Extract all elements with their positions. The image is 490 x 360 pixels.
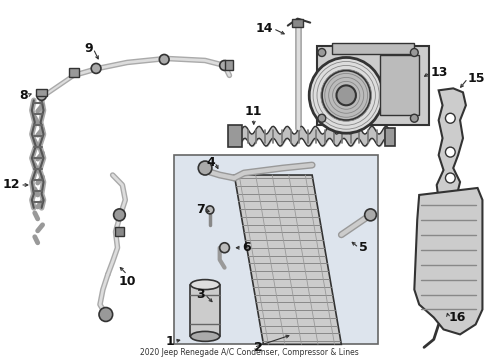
Text: 5: 5 [359, 241, 368, 254]
Circle shape [198, 161, 212, 175]
Polygon shape [415, 188, 483, 334]
Text: 13: 13 [431, 66, 448, 79]
Circle shape [337, 85, 356, 105]
Text: 4: 4 [206, 156, 215, 168]
Text: 8: 8 [19, 89, 28, 102]
Bar [115, 227, 124, 236]
Circle shape [220, 60, 229, 71]
Ellipse shape [191, 280, 220, 289]
Text: 16: 16 [448, 311, 466, 324]
Bar [69, 68, 78, 77]
Bar [191, 285, 220, 336]
Circle shape [445, 173, 455, 183]
Circle shape [445, 113, 455, 123]
Text: 11: 11 [245, 105, 263, 118]
FancyBboxPatch shape [174, 155, 378, 345]
Text: 6: 6 [242, 241, 251, 254]
Text: 3: 3 [196, 288, 205, 301]
Text: 10: 10 [119, 275, 136, 288]
Circle shape [318, 49, 326, 57]
Circle shape [91, 63, 101, 73]
Text: 9: 9 [85, 42, 93, 55]
Ellipse shape [191, 332, 220, 341]
Bar [292, 19, 303, 27]
Circle shape [99, 307, 113, 321]
Circle shape [206, 206, 214, 214]
Circle shape [159, 54, 169, 64]
Circle shape [445, 147, 455, 157]
Circle shape [411, 114, 418, 122]
Text: 12: 12 [2, 179, 20, 192]
Circle shape [309, 58, 383, 133]
Text: 2020 Jeep Renegade A/C Condenser, Compressor & Lines: 2020 Jeep Renegade A/C Condenser, Compre… [140, 348, 358, 357]
Circle shape [411, 49, 418, 57]
Bar [332, 42, 415, 54]
Text: 2: 2 [254, 341, 263, 354]
Text: 14: 14 [256, 22, 273, 35]
Polygon shape [234, 175, 342, 345]
Circle shape [365, 209, 376, 221]
Text: 1: 1 [165, 335, 174, 348]
Bar [317, 45, 429, 125]
Text: 7: 7 [196, 203, 205, 216]
Bar [385, 128, 395, 146]
Bar [224, 60, 233, 71]
Circle shape [114, 209, 125, 221]
Bar [36, 89, 48, 96]
Bar [228, 125, 242, 147]
Circle shape [37, 90, 47, 100]
Text: 15: 15 [468, 72, 485, 85]
Circle shape [318, 114, 326, 122]
Bar [380, 55, 419, 115]
Circle shape [220, 243, 229, 253]
Polygon shape [437, 88, 466, 205]
Circle shape [322, 71, 370, 120]
